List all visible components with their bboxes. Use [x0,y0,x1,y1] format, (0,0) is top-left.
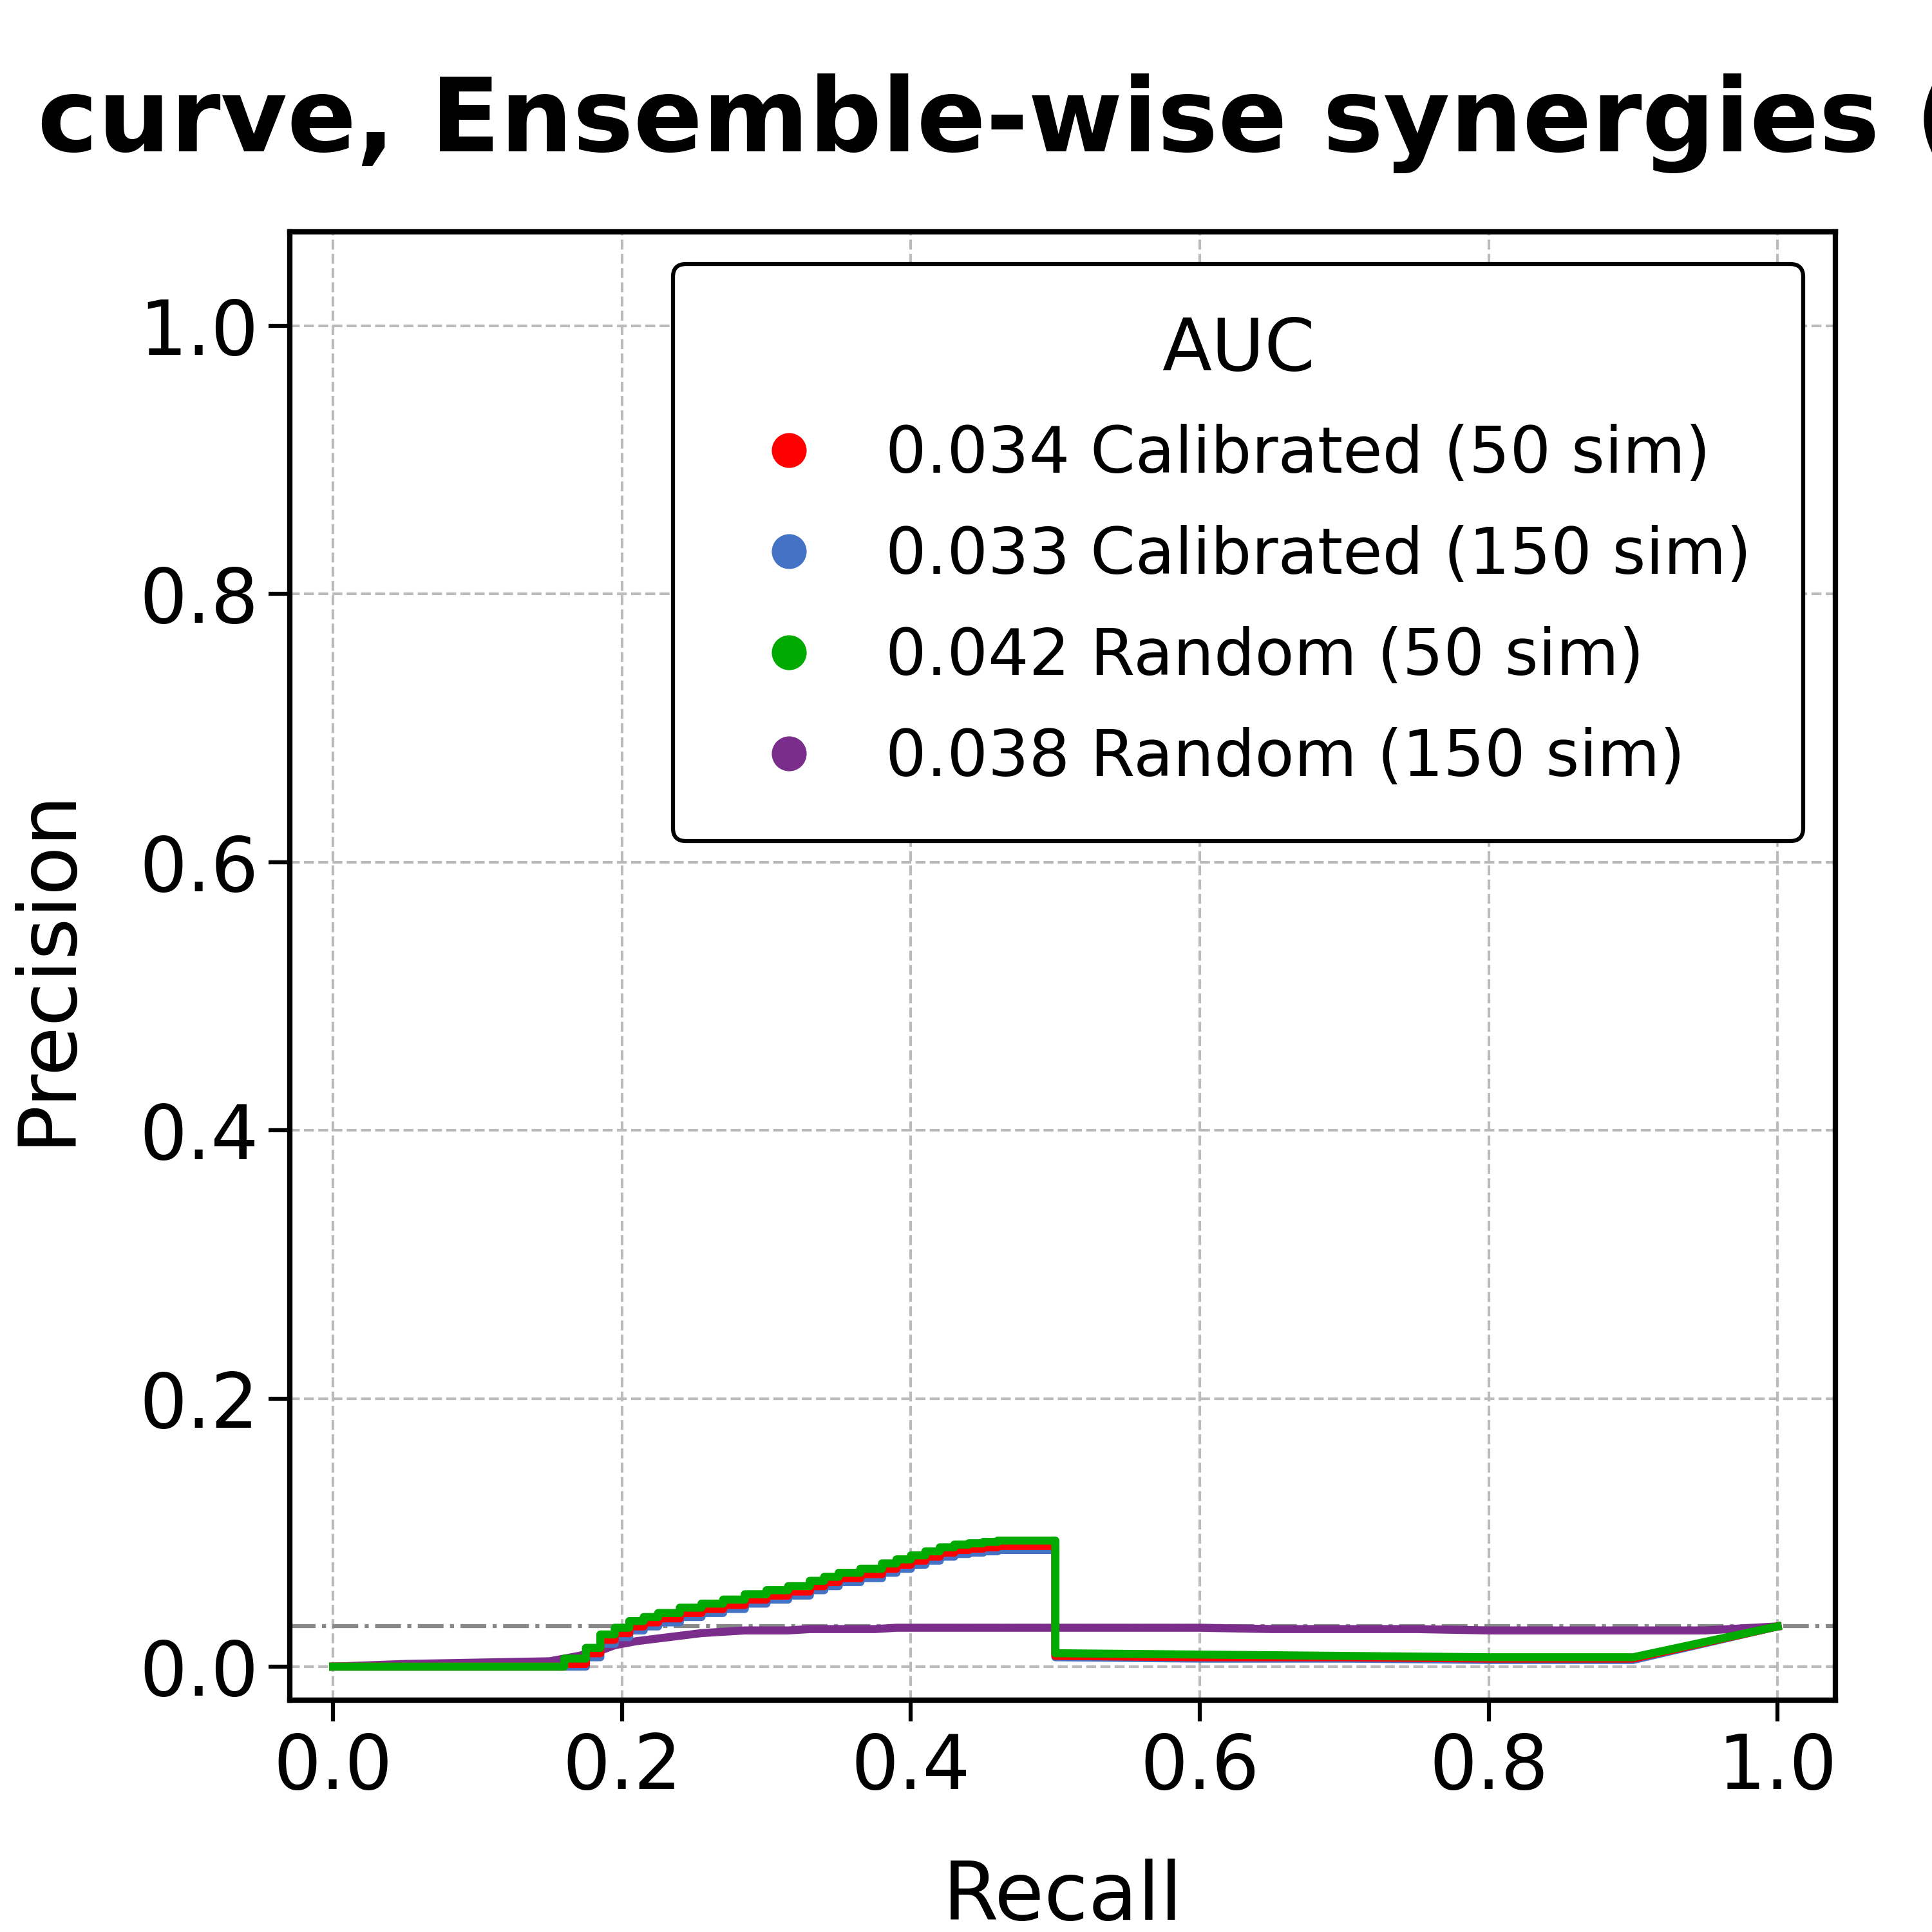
X-axis label: Recall: Recall [943,1859,1182,1932]
Y-axis label: Precision: Precision [8,786,85,1146]
Legend: 0.034 Calibrated (50 sim), 0.033 Calibrated (150 sim), 0.042 Random (50 sim), 0.: 0.034 Calibrated (50 sim), 0.033 Calibra… [672,265,1803,840]
Title: PR curve, Ensemble-wise synergies (Bliss): PR curve, Ensemble-wise synergies (Bliss… [0,73,1932,174]
